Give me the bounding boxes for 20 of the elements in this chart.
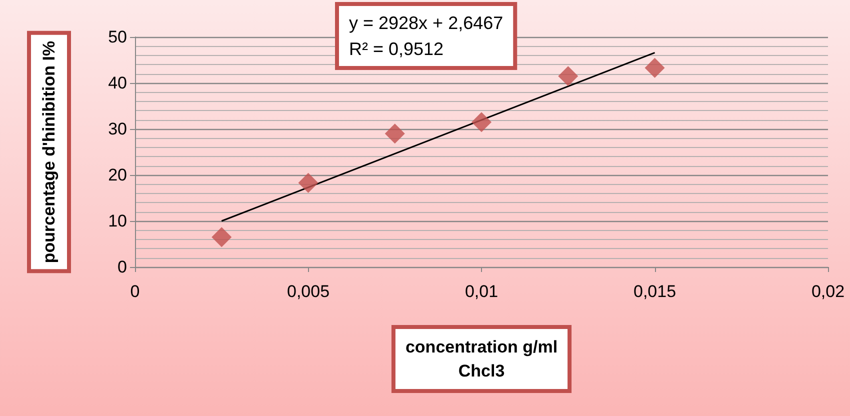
y-tick-label: 50 <box>108 28 127 46</box>
x-tick-label: 0,015 <box>633 282 676 301</box>
point <box>298 172 318 193</box>
x-tick-label: 0,02 <box>811 282 845 301</box>
y-tick-label: 10 <box>108 212 127 230</box>
y-tick-label: 0 <box>118 258 127 276</box>
annotation: y = 2928x + 2,6467 R² = 0,9512 <box>349 13 504 59</box>
point <box>558 66 578 86</box>
x-tick-label: 0,005 <box>286 282 330 301</box>
x-axis-title: concentration g/ml Chcl3 <box>405 338 558 380</box>
point <box>212 227 232 248</box>
y-axis-title: pourcentage d'hinibition I% <box>40 40 58 264</box>
y-tick-label: 20 <box>108 166 127 184</box>
point <box>384 124 405 144</box>
y-tick-label: 40 <box>108 74 127 92</box>
x-tick-label: 0,01 <box>464 282 498 301</box>
y-tick-label: 30 <box>108 120 127 138</box>
x-tick-label: 0 <box>130 282 140 301</box>
point <box>644 58 665 78</box>
point <box>472 112 492 132</box>
